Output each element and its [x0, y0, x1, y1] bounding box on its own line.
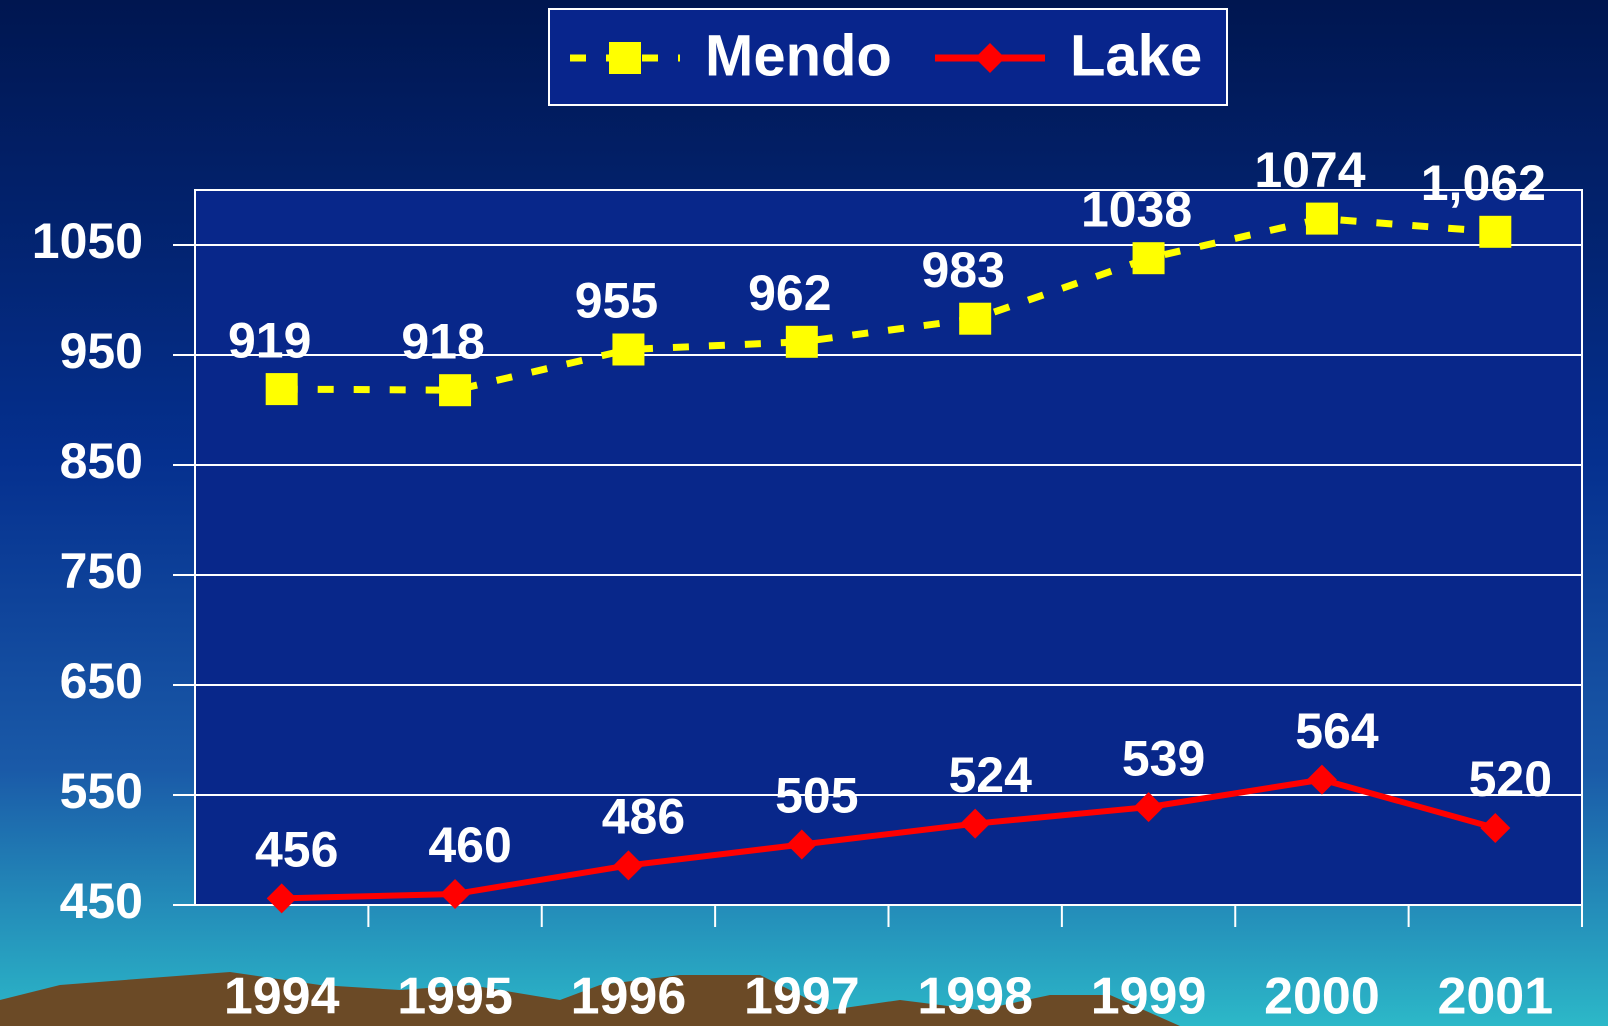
data-point	[440, 879, 471, 909]
data-label: 520	[1469, 751, 1552, 807]
data-point	[613, 850, 644, 881]
x-tick-label: 1999	[1091, 968, 1207, 1026]
y-tick-label: 950	[60, 323, 143, 379]
y-tick-label: 550	[60, 763, 143, 819]
data-label: 1074	[1254, 142, 1365, 198]
data-label: 1038	[1081, 181, 1192, 237]
data-point	[960, 808, 991, 839]
data-label: 1,062	[1421, 155, 1546, 211]
plot-area	[194, 189, 1583, 906]
data-label: 918	[401, 313, 484, 369]
legend-marker	[609, 42, 641, 74]
data-point	[785, 325, 818, 358]
data-label: 983	[921, 242, 1004, 298]
series-line	[281, 776, 1497, 902]
data-label: 919	[228, 312, 311, 368]
data-point	[1305, 202, 1338, 235]
data-label: 505	[775, 768, 858, 824]
y-tick-label: 850	[60, 433, 143, 489]
y-tick-label: 650	[60, 653, 143, 709]
legend-label: Lake	[1070, 23, 1202, 88]
x-tick-label: 2001	[1437, 968, 1553, 1026]
data-point	[1479, 215, 1512, 248]
data-label: 564	[1295, 703, 1379, 759]
data-label: 524	[948, 747, 1032, 803]
x-tick-label: 1996	[571, 968, 687, 1026]
data-point	[786, 829, 817, 860]
data-point	[439, 374, 472, 407]
data-point	[1306, 764, 1337, 795]
x-tick-label: 1997	[744, 968, 860, 1026]
x-tick-label: 2000	[1264, 968, 1380, 1026]
data-point	[1133, 792, 1164, 823]
x-tick-label: 1994	[224, 968, 340, 1026]
legend-marker	[975, 43, 1005, 73]
x-tick-label: 1998	[917, 968, 1033, 1026]
data-label: 962	[748, 265, 831, 321]
y-tick-label: 450	[60, 873, 143, 929]
data-point	[265, 373, 298, 406]
data-label: 955	[575, 273, 658, 329]
x-tick-label: 1995	[397, 968, 513, 1026]
data-label: 539	[1122, 730, 1205, 786]
legend	[548, 8, 1228, 106]
y-tick-label: 1050	[32, 213, 143, 269]
legend-label: Mendo	[705, 23, 892, 88]
data-label: 456	[255, 822, 338, 878]
data-label: 460	[428, 817, 511, 873]
data-label: 486	[602, 789, 685, 845]
data-point	[1480, 813, 1511, 843]
data-point	[612, 333, 645, 366]
y-tick-label: 750	[60, 543, 143, 599]
series-line	[281, 215, 1496, 394]
data-point	[266, 883, 297, 914]
data-point	[1132, 242, 1165, 275]
data-point	[959, 302, 992, 335]
mountains	[0, 972, 1180, 1026]
